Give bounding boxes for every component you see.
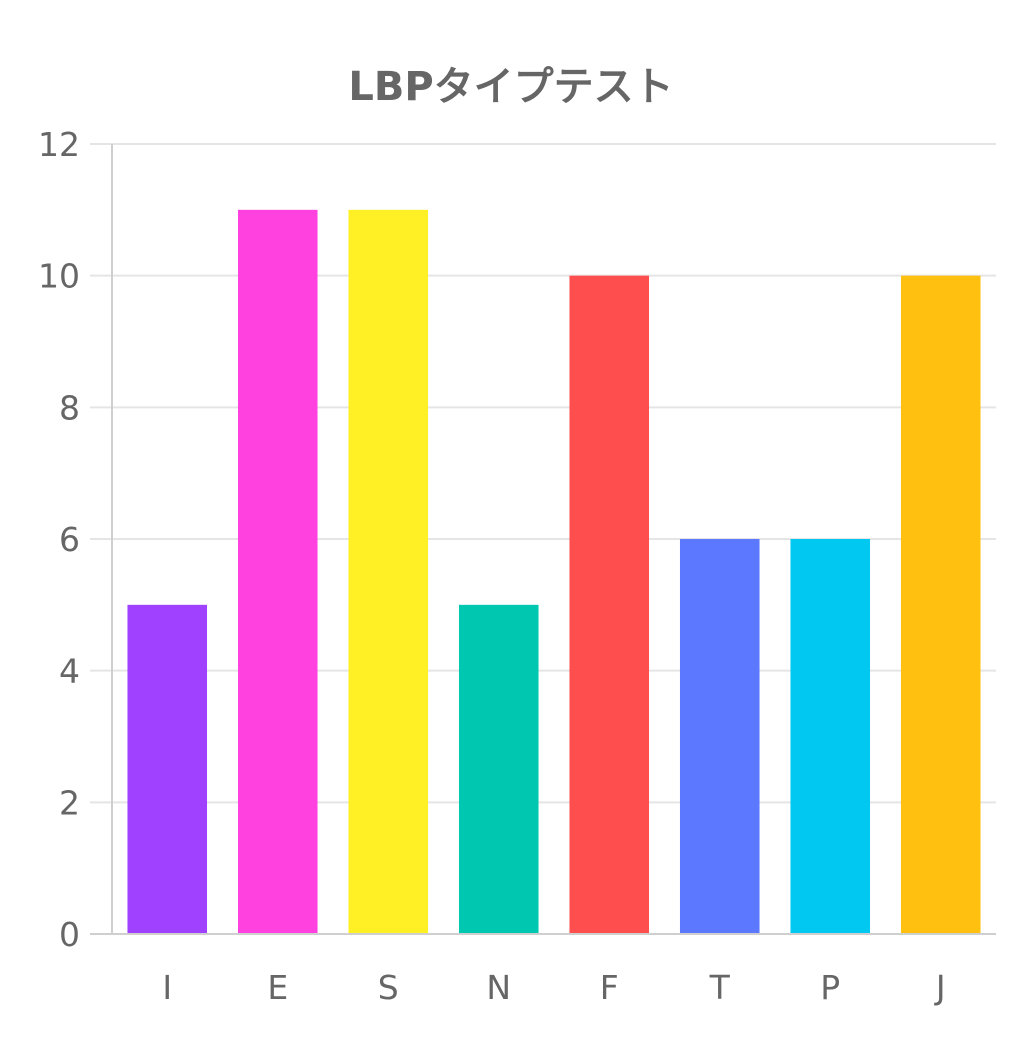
bars [127,209,981,935]
x-tick-label-S: S [378,968,399,1007]
chart-title: LBPタイプテスト [348,64,673,110]
y-tick-label-0: 0 [59,915,80,954]
y-tick-label-2: 2 [59,783,80,822]
bar-T [679,539,760,934]
y-tick-label-8: 8 [59,388,80,427]
axes [90,144,996,935]
x-tick-label-F: F [600,968,619,1007]
bar-J [900,275,981,935]
y-axis-tick-labels: 0 2 4 6 8 10 12 [38,125,80,954]
x-tick-label-T: T [709,968,731,1007]
x-tick-label-N: N [486,968,511,1007]
bar-S [348,209,429,935]
y-tick-label-4: 4 [59,652,80,691]
bar-N [458,604,539,934]
x-tick-label-I: I [162,968,172,1007]
x-tick-label-J: J [934,968,946,1007]
bar-F [569,275,650,935]
bar-I [127,604,208,934]
y-tick-label-12: 12 [38,125,80,164]
bar-E [237,209,318,935]
bar-P [790,539,871,934]
y-tick-label-10: 10 [38,257,80,296]
x-tick-label-P: P [820,968,840,1007]
x-tick-label-E: E [267,968,288,1007]
y-tick-label-6: 6 [59,520,80,559]
